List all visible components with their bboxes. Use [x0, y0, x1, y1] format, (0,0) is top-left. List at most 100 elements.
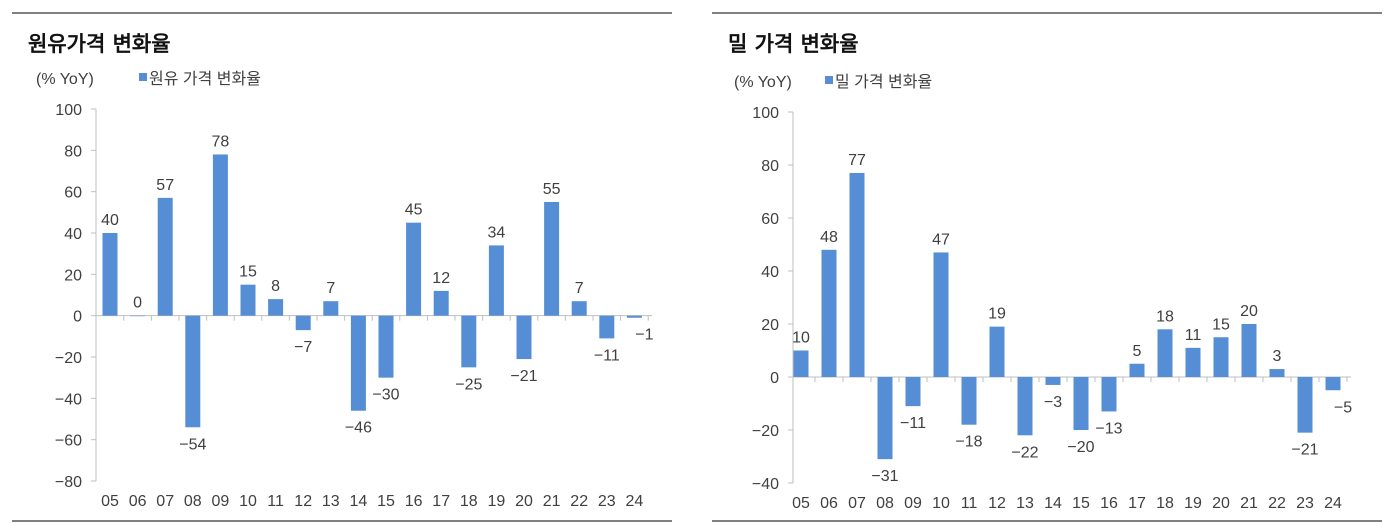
x-tick-label: 05 [792, 495, 810, 512]
y-tick-label: 20 [761, 317, 779, 334]
bar-16 [1101, 377, 1117, 412]
bar-22 [571, 301, 587, 316]
data-label: −13 [1095, 420, 1122, 437]
data-label: 55 [543, 181, 561, 198]
x-tick-label: 09 [904, 495, 922, 512]
data-label: 34 [488, 224, 506, 241]
x-tick-label: 16 [405, 493, 423, 510]
data-label: 45 [405, 202, 423, 219]
x-tick-label: 22 [1268, 495, 1286, 512]
x-tick-label: 23 [598, 493, 616, 510]
bar-22 [1269, 369, 1285, 377]
x-tick-label: 09 [212, 493, 230, 510]
data-label: −21 [1291, 442, 1318, 459]
wheat-price-bar-chart: (% YoY) 밀 가격 변화율 100 80 60 40 20 0 −20 −40 10 05 48 0… [734, 73, 1352, 512]
data-label: 78 [212, 133, 230, 150]
data-label: 40 [101, 212, 119, 229]
y-tick-label: 40 [64, 226, 82, 243]
data-label: −21 [510, 368, 537, 385]
x-tick-label: 13 [322, 493, 340, 510]
x-tick-label: 11 [961, 495, 978, 512]
x-tick-label: 10 [239, 493, 257, 510]
x-tick-label: 19 [1184, 495, 1202, 512]
y-tick-label: −60 [55, 433, 82, 450]
x-tick-label: 24 [626, 493, 644, 510]
data-label: 20 [1240, 303, 1258, 320]
x-tick-label: 17 [432, 493, 450, 510]
data-label: −30 [372, 387, 399, 404]
x-tick-label: 17 [1128, 495, 1146, 512]
x-tick-label: 15 [377, 493, 395, 510]
chart-title: 밀 가격 변화율 [728, 32, 859, 56]
data-label: −46 [345, 420, 372, 437]
data-label: −18 [955, 434, 982, 451]
bar-12 [989, 326, 1005, 377]
bar-24 [1325, 377, 1341, 391]
data-label: −22 [1011, 444, 1038, 461]
x-tick-label: 24 [1324, 495, 1342, 512]
data-label: −3 [1044, 394, 1062, 411]
wheat-price-chart-panel: 밀 가격 변화율 (% YoY) 밀 가격 변화율 100 80 60 40 20 0 −20−… [712, 12, 1382, 522]
y-tick-label: 60 [64, 185, 82, 202]
x-tick-label: 07 [848, 495, 866, 512]
bar-19 [488, 245, 504, 316]
bar-10 [933, 252, 949, 377]
bar-14 [1045, 377, 1061, 385]
x-tick-label: 10 [932, 495, 950, 512]
unit-label: (% YoY) [36, 71, 94, 88]
bar-17 [433, 290, 449, 316]
data-label: 0 [133, 295, 142, 312]
data-label: −20 [1067, 439, 1094, 456]
legend-swatch [139, 73, 147, 81]
bar-15 [1073, 377, 1089, 430]
x-tick-label: 12 [988, 495, 1006, 512]
data-label: 7 [326, 280, 335, 297]
x-tick-label: 23 [1296, 495, 1314, 512]
y-tick-label: −80 [55, 474, 82, 491]
data-label: −5 [1334, 399, 1352, 416]
data-label: −11 [900, 415, 926, 432]
y-tick-label: 0 [770, 370, 779, 387]
x-tick-label: 19 [488, 493, 506, 510]
data-label: 3 [1273, 348, 1282, 365]
data-label: 10 [792, 330, 810, 347]
bar-13 [1017, 377, 1033, 436]
bar-18 [461, 315, 477, 368]
legend-swatch [825, 76, 833, 84]
x-tick-label: 18 [1156, 495, 1174, 512]
y-tick-label: −40 [752, 476, 779, 493]
bar-15 [378, 315, 394, 378]
bar-21 [544, 202, 560, 316]
bar-20 [516, 315, 532, 360]
bar-19 [1185, 347, 1201, 377]
unit-label: (% YoY) [734, 74, 792, 91]
bar-07 [157, 197, 173, 316]
x-tick-label: 06 [129, 493, 147, 510]
data-label: 47 [932, 231, 950, 248]
bar-06 [130, 315, 146, 317]
bar-08 [185, 315, 201, 428]
y-tick-label: 80 [64, 143, 82, 160]
bar-05 [102, 233, 118, 316]
bar-23 [1297, 377, 1313, 433]
data-label: 19 [988, 306, 1006, 323]
x-tick-label: 05 [101, 493, 119, 510]
bar-11 [268, 299, 284, 316]
bar-11 [961, 377, 977, 425]
bar-20 [1213, 337, 1229, 377]
x-tick-label: 11 [267, 493, 284, 510]
x-tick-label: 13 [1016, 495, 1034, 512]
x-tick-label: 14 [350, 493, 368, 510]
x-tick-label: 12 [294, 493, 312, 510]
y-tick-label: 80 [761, 158, 779, 175]
x-tick-label: 07 [156, 493, 174, 510]
bar-13 [323, 301, 339, 316]
x-tick-label: 14 [1044, 495, 1062, 512]
bar-06 [821, 249, 837, 377]
data-label: −1 [635, 327, 653, 344]
data-label: 18 [1156, 308, 1174, 325]
bar-21 [1241, 324, 1257, 377]
data-label: 12 [432, 270, 450, 287]
data-label: −54 [179, 436, 206, 453]
y-tick-label: 0 [73, 309, 82, 326]
